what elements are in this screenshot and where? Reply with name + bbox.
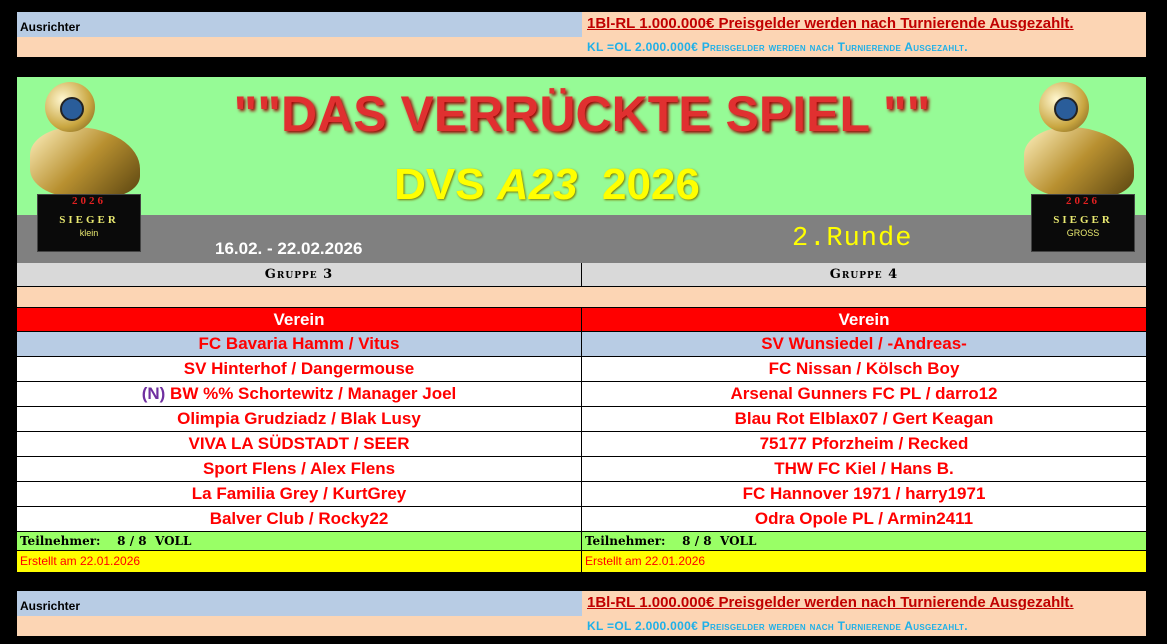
groups-table: Gruppe 3 Gruppe 4 Verein Verein FC Bavar… bbox=[17, 263, 1146, 572]
table-row: FC Bavaria Hamm / Vitus SV Wunsiedel / -A… bbox=[17, 332, 1146, 357]
team-name: 75177 Pforzheim / Recked bbox=[759, 434, 969, 453]
top-banner: Ausrichter 1Bl-RL 1.000.000€ Preisgelder… bbox=[17, 12, 1146, 57]
team-cell: SV Wunsiedel / -Andreas- bbox=[582, 332, 1146, 356]
trophy-year: 2026 bbox=[72, 195, 106, 207]
team-cell: Arsenal Gunners FC PL / darro12 bbox=[582, 382, 1146, 406]
team-name: FC Nissan / Kölsch Boy bbox=[768, 359, 960, 378]
tournament-header: 2026 SIEGER klein 2026 SIEGER GROSS ""DAS VE… bbox=[17, 77, 1146, 263]
team-name: La Familia Grey / KurtGrey bbox=[191, 484, 407, 503]
trophy-size: GROSS bbox=[1066, 228, 1100, 238]
team-name: VIVA LA SÜDSTADT / SEER bbox=[188, 434, 410, 453]
participants-count: Teilnehmer: 8 / 8 VOLL bbox=[585, 534, 757, 548]
bottom-banner: Ausrichter 1Bl-RL 1.000.000€ Preisgelder… bbox=[17, 591, 1146, 636]
prize-kl-text: KL =OL 2.000.000€ Preisgelder werden nac… bbox=[587, 619, 968, 633]
team-name: SV Hinterhof / Dangermouse bbox=[183, 359, 415, 378]
trophy-label: SIEGER bbox=[59, 214, 119, 226]
created-date: Erstellt am 22.01.2026 bbox=[17, 551, 582, 572]
team-name: Blau Rot Elblax07 / Gert Keagan bbox=[734, 409, 994, 428]
table-row: Balver Club / Rocky22 Odra Opole PL / Arm… bbox=[17, 507, 1146, 532]
table-row: VIVA LA SÜDSTADT / SEER 75177 Pforzheim /… bbox=[17, 432, 1146, 457]
column-header-verein: Verein bbox=[17, 308, 582, 331]
table-row: La Familia Grey / KurtGrey FC Hannover 19… bbox=[17, 482, 1146, 507]
team-name: Balver Club / Rocky22 bbox=[209, 509, 389, 528]
page-subtitle: DVS A23 2026 bbox=[217, 159, 877, 211]
team-name: Arsenal Gunners FC PL / darro12 bbox=[730, 384, 998, 403]
team-cell: La Familia Grey / KurtGrey bbox=[17, 482, 582, 506]
table-row: Sport Flens / Alex Flens THW FC Kiel / Ha… bbox=[17, 457, 1146, 482]
ausrichter-label: Ausrichter bbox=[17, 591, 582, 616]
team-cell: Balver Club / Rocky22 bbox=[17, 507, 582, 531]
team-cell: VIVA LA SÜDSTADT / SEER bbox=[17, 432, 582, 456]
banner-second-row bbox=[17, 616, 1146, 636]
trophy-label: SIEGER bbox=[1053, 214, 1113, 226]
group-4-title: Gruppe 4 bbox=[829, 267, 899, 282]
subtitle-code: A23 bbox=[496, 160, 578, 209]
prize-1bl-text: 1Bl-RL 1.000.000€ Preisgelder werden nac… bbox=[587, 15, 1074, 32]
team-name: FC Hannover 1971 / harry1971 bbox=[742, 484, 986, 503]
prize-kl-text: KL =OL 2.000.000€ Preisgelder werden nac… bbox=[587, 40, 968, 54]
team-cell: FC Hannover 1971 / harry1971 bbox=[582, 482, 1146, 506]
trophy-right-image: 2026 SIEGER GROSS bbox=[1019, 82, 1139, 257]
group-3-title: Gruppe 3 bbox=[17, 263, 582, 286]
created-date: Erstellt am 22.01.2026 bbox=[585, 554, 706, 568]
table-row: Olimpia Grudziadz / Blak Lusy Blau Rot El… bbox=[17, 407, 1146, 432]
banner-second-row bbox=[17, 37, 1146, 57]
header-gray-band bbox=[17, 215, 1146, 263]
team-cell: Sport Flens / Alex Flens bbox=[17, 457, 582, 481]
round-label: 2.Runde bbox=[792, 224, 913, 254]
banner-right-background bbox=[582, 591, 1146, 616]
column-header-verein: Verein bbox=[838, 310, 890, 329]
prize-1bl-text: 1Bl-RL 1.000.000€ Preisgelder werden nac… bbox=[587, 594, 1074, 611]
participants-count: Teilnehmer: 8 / 8 VOLL bbox=[17, 532, 582, 550]
team-name: SV Wunsiedel / -Andreas- bbox=[761, 334, 967, 353]
team-rows: FC Bavaria Hamm / Vitus SV Wunsiedel / -A… bbox=[17, 332, 1146, 532]
team-name: Odra Opole PL / Armin2411 bbox=[754, 509, 974, 528]
trophy-size: klein bbox=[79, 228, 99, 238]
team-cell: Odra Opole PL / Armin2411 bbox=[582, 507, 1146, 531]
team-name: THW FC Kiel / Hans B. bbox=[774, 459, 954, 478]
new-marker: (N) bbox=[141, 384, 166, 403]
team-cell: THW FC Kiel / Hans B. bbox=[582, 457, 1146, 481]
table-row: (N) BW %% Schortewitz / Manager Joel Arse… bbox=[17, 382, 1146, 407]
team-cell: Olimpia Grudziadz / Blak Lusy bbox=[17, 407, 582, 431]
banner-right-background bbox=[582, 12, 1146, 37]
team-name: BW %% Schortewitz / Manager Joel bbox=[165, 384, 457, 403]
page-title: ""DAS VERRÜCKTE SPIEL "" bbox=[233, 86, 931, 142]
date-range: 16.02. - 22.02.2026 bbox=[215, 239, 363, 258]
trophy-left-image: 2026 SIEGER klein bbox=[25, 82, 145, 257]
team-cell: FC Bavaria Hamm / Vitus bbox=[17, 332, 582, 356]
team-cell: (N) BW %% Schortewitz / Manager Joel bbox=[17, 382, 582, 406]
team-cell: 75177 Pforzheim / Recked bbox=[582, 432, 1146, 456]
team-name: FC Bavaria Hamm / Vitus bbox=[198, 334, 400, 353]
subtitle-prefix: DVS bbox=[394, 160, 497, 209]
ausrichter-label: Ausrichter bbox=[17, 12, 582, 37]
team-cell: Blau Rot Elblax07 / Gert Keagan bbox=[582, 407, 1146, 431]
team-cell: FC Nissan / Kölsch Boy bbox=[582, 357, 1146, 381]
team-name: Sport Flens / Alex Flens bbox=[202, 459, 396, 478]
table-row: SV Hinterhof / Dangermouse FC Nissan / Kö… bbox=[17, 357, 1146, 382]
trophy-year: 2026 bbox=[1066, 195, 1100, 207]
subtitle-year: 2026 bbox=[577, 160, 700, 209]
team-cell: SV Hinterhof / Dangermouse bbox=[17, 357, 582, 381]
team-name: Olimpia Grudziadz / Blak Lusy bbox=[177, 409, 421, 428]
